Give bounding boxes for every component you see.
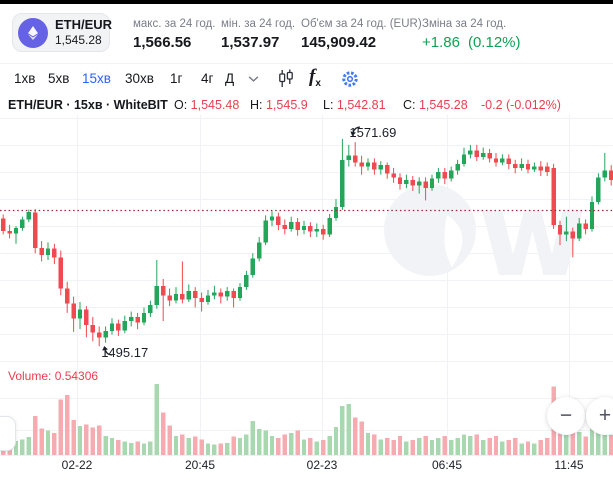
gear-settings-icon[interactable] [341,70,359,88]
chevron-down-icon[interactable] [248,76,259,83]
pair-selector[interactable]: ETH/EUR 1,545.28 [12,13,113,52]
pair-name: ETH/EUR [55,16,113,32]
legend-change: -0.2 (-0.012%) [481,98,561,112]
timeframe-button-15хв[interactable]: 15хв [82,71,111,86]
stat-label: Об'єм за 24 год. (EUR) [301,18,422,30]
stat-extra: (0.12%) [467,34,521,51]
annotation-text: 1571.69 [349,124,397,140]
annotation-text: 1495.17 [101,345,149,361]
candle-bodies [1,150,613,338]
stat-24h: Об'єм за 24 год. (EUR) 145,909.42 [301,18,422,51]
svg-text:w: w [478,165,587,303]
minus-icon: − [559,404,573,427]
chart-area[interactable]: w 1571.69 1495.17 Volume: 0.54306 − + [0,115,613,455]
timeframe-button-1г[interactable]: 1г [170,71,183,86]
stat-24h: мін. за 24 год. 1,537.97 [221,18,295,51]
stat-label: мін. за 24 год. [221,18,296,30]
stat-value: 1,566.56 [133,34,192,51]
stat-value: 145,909.42 [301,34,377,51]
stat-label: макс. за 24 год. [133,18,216,30]
eth-logo-icon [18,17,48,48]
time-axis-label: 06:45 [431,458,463,472]
legend-o: O: 1,545.48 [174,98,240,112]
timeframe-button-4г[interactable]: 4г [201,71,214,86]
pair-texts: ETH/EUR 1,545.28 [55,16,113,48]
candlestick-chart-icon[interactable] [278,69,294,88]
price-volume-chart[interactable]: w [0,115,613,455]
stat-value: +1.86 (0.12%) [422,34,521,51]
arrow-up-left-icon [102,346,113,356]
legend-h: H: 1,545.9 [250,98,308,112]
timeframe-button-5хв[interactable]: 5хв [48,71,70,86]
chart-legend: ETH/EUR · 15хв · WhiteBIT O: 1,545.48 H: … [0,98,613,114]
volume-bars [1,383,613,455]
legend-symbol: ETH/EUR · 15хв · WhiteBIT [8,98,168,112]
low-price-annotation: 1495.17 [101,345,148,360]
stat-value: 1,537.97 [221,34,280,51]
time-axis-label: 02-22 [61,458,93,472]
zoom-out-button[interactable]: − [547,397,585,435]
time-axis-label: 02-23 [306,458,338,472]
legend-c: C: 1,545.28 [403,98,468,112]
stat-24h: Зміна за 24 год. +1.86 (0.12%) [422,18,521,51]
legend-l: L: 1,542.81 [323,98,386,112]
fx-indicators-icon[interactable]: fx [309,66,321,89]
timeframe-button-Д[interactable]: Д [225,71,235,86]
stat-label: Зміна за 24 год. [422,18,507,30]
timeframe-button-1хв[interactable]: 1хв [14,71,36,86]
stat-24h: макс. за 24 год. 1,566.56 [133,18,215,51]
time-axis-label: 20:45 [184,458,216,472]
high-price-annotation: 1571.69 [349,125,396,140]
zoom-in-button[interactable]: + [586,397,613,435]
arrow-down-left-icon [350,126,361,136]
header-divider [0,63,613,64]
status-bar [0,0,613,4]
time-axis-divider [0,455,613,456]
timeframe-button-30хв[interactable]: 30хв [125,71,154,86]
pane-expander-button[interactable] [0,416,16,451]
pair-price: 1,545.28 [55,32,102,47]
whitebit-watermark-logo: w [384,165,587,303]
volume-label: Volume: 0.54306 [8,369,99,383]
time-axis-label: 11:45 [554,458,584,472]
plus-icon: + [598,404,612,427]
